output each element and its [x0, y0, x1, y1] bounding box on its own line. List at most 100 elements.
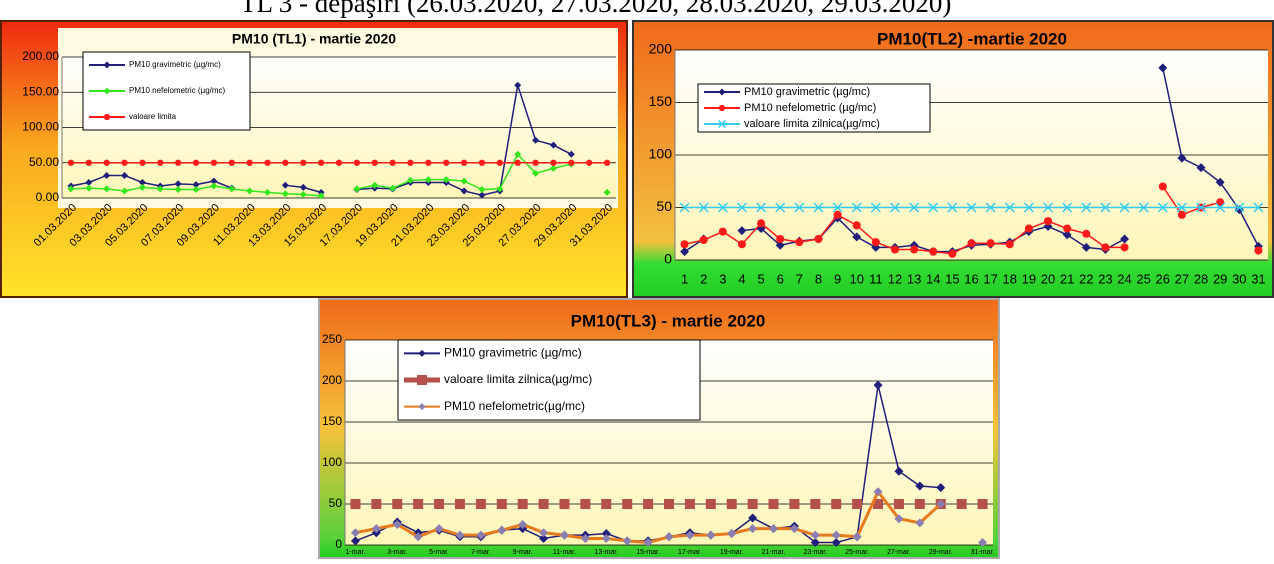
marker: [914, 499, 925, 509]
marker: [85, 159, 92, 166]
marker: [281, 181, 289, 189]
marker: [775, 240, 785, 250]
marker: [192, 181, 200, 189]
marker: [317, 192, 325, 200]
marker: [406, 176, 414, 184]
y-tick-label: 0.00: [36, 190, 60, 204]
x-tick-label: 30: [1232, 271, 1246, 286]
marker: [425, 159, 432, 166]
x-tick-label: 6: [777, 271, 784, 286]
y-tick-label: 100: [322, 455, 342, 469]
legend-marker: [103, 113, 111, 121]
marker: [317, 188, 325, 196]
marker: [1196, 202, 1207, 213]
legend-label: PM10 nefelometric (µg/mc): [744, 102, 876, 114]
marker: [228, 185, 236, 193]
marker: [603, 159, 611, 166]
marker: [873, 487, 883, 497]
legend-marker: [718, 88, 726, 96]
marker: [748, 513, 758, 523]
marker: [814, 234, 823, 244]
marker: [175, 159, 182, 166]
marker: [894, 514, 904, 524]
marker: [1196, 163, 1206, 173]
marker: [601, 499, 612, 509]
marker: [894, 466, 904, 476]
legend-marker: [418, 403, 426, 411]
marker: [210, 182, 218, 190]
marker: [496, 499, 507, 509]
marker: [407, 159, 414, 166]
x-tick-label: 13-mar.: [594, 549, 618, 556]
x-tick-label: 25: [1136, 271, 1150, 286]
marker: [475, 499, 486, 509]
marker: [1023, 202, 1034, 213]
marker: [350, 499, 361, 509]
marker: [948, 249, 957, 258]
marker: [549, 164, 557, 172]
marker: [910, 245, 919, 254]
marker: [156, 185, 164, 193]
marker: [643, 499, 654, 509]
x-tick-label: 1-mar.: [346, 549, 366, 556]
marker: [810, 530, 820, 540]
x-tick-label: 4: [738, 271, 745, 286]
marker: [1100, 202, 1111, 213]
marker: [1157, 202, 1168, 213]
marker: [392, 520, 402, 529]
marker: [532, 169, 540, 177]
legend-label: valoare limita: [129, 112, 177, 121]
marker: [871, 238, 880, 247]
legend-label: valoare limita zilnica(µg/mc): [744, 118, 880, 130]
x-tick-label: 14: [926, 271, 940, 286]
marker: [518, 520, 528, 529]
marker: [870, 202, 881, 213]
marker: [643, 538, 653, 548]
marker: [517, 499, 528, 509]
marker: [1063, 224, 1072, 233]
x-tick-label: 17: [983, 271, 997, 286]
marker: [928, 202, 939, 213]
legend-marker: [417, 375, 427, 385]
marker: [539, 528, 549, 538]
marker: [460, 159, 468, 166]
y-tick-label: 50: [329, 496, 343, 510]
marker: [67, 185, 75, 193]
marker: [717, 202, 728, 213]
marker: [317, 159, 325, 166]
marker: [1138, 202, 1149, 213]
marker: [389, 159, 396, 166]
marker: [210, 159, 218, 166]
marker: [873, 380, 883, 390]
marker: [1024, 224, 1033, 233]
marker: [776, 234, 785, 244]
marker: [622, 536, 632, 546]
marker: [282, 159, 289, 166]
x-tick-label: 16: [964, 271, 978, 286]
marker: [852, 499, 863, 509]
marker: [478, 159, 486, 166]
marker: [264, 159, 271, 166]
marker: [978, 538, 988, 548]
marker: [455, 530, 465, 540]
marker: [121, 159, 128, 166]
marker: [810, 499, 821, 509]
marker: [1234, 202, 1245, 213]
marker: [1081, 242, 1091, 252]
marker: [157, 159, 164, 166]
y-tick-label: 200.00: [22, 49, 59, 63]
marker: [622, 499, 633, 509]
marker: [1177, 210, 1186, 219]
marker: [705, 499, 716, 509]
marker: [1215, 202, 1226, 213]
x-tick-label: 29: [1213, 271, 1227, 286]
marker: [986, 239, 995, 248]
marker: [831, 530, 841, 540]
marker: [977, 499, 988, 509]
marker: [985, 202, 996, 213]
y-tick-label: 150.00: [22, 84, 59, 98]
legend-label: valoare limita zilnica(µg/mc): [444, 372, 592, 386]
x-tick-label: 23: [1098, 271, 1112, 286]
marker: [1120, 243, 1129, 252]
